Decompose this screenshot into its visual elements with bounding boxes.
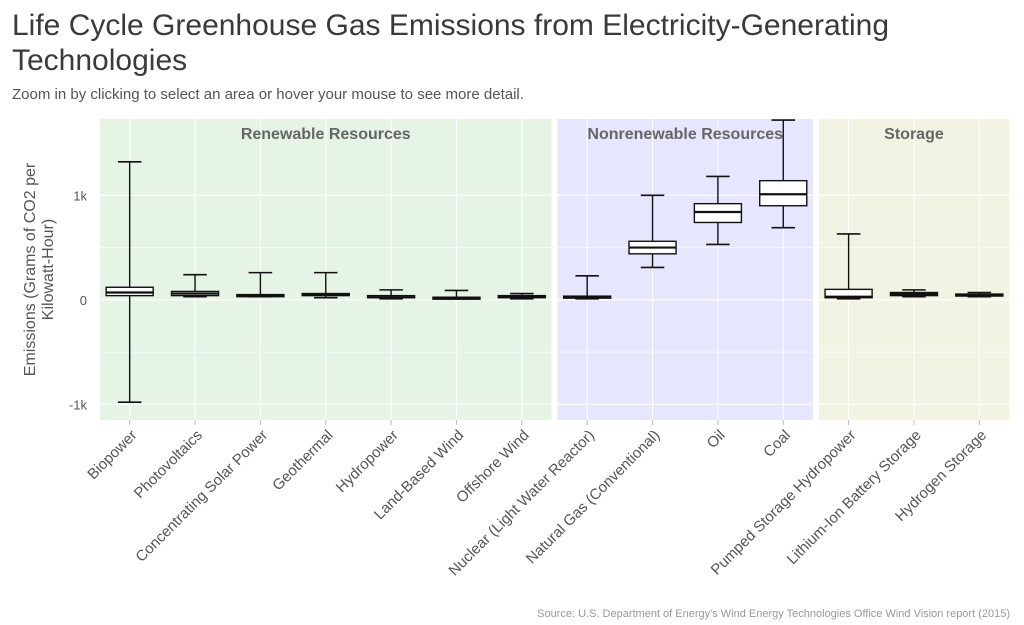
y-axis-title: Kilowatt-Hour)	[40, 219, 57, 320]
x-tick-label: Lithium-Ion Battery Storage	[784, 427, 925, 568]
chart-title: Life Cycle Greenhouse Gas Emissions from…	[12, 9, 890, 77]
y-tick-label: -1k	[69, 397, 88, 412]
x-tick-label: Hydropower	[333, 427, 402, 496]
chart-subtitle: Zoom in by clicking to select an area or…	[12, 86, 524, 103]
source-note: Source: U.S. Department of Energy's Wind…	[537, 608, 1010, 620]
x-tick-label: Oil	[704, 427, 729, 452]
y-tick-label: 0	[80, 293, 87, 308]
panel-label: Nonrenewable Resources	[587, 126, 783, 143]
y-tick-label: 1k	[73, 188, 87, 203]
y-axis-title: Emissions (Grams of CO2 per	[22, 162, 39, 376]
x-tick-label: Geothermal	[269, 427, 336, 494]
x-tick-label: Concentrating Solar Power	[132, 427, 271, 566]
x-tick-label: Biopower	[84, 427, 140, 483]
x-tick-label: Natural Gas (Conventional)	[523, 427, 664, 568]
x-tick-label: Coal	[760, 427, 794, 461]
panel-label: Renewable Resources	[241, 126, 411, 143]
panel-label: Storage	[884, 126, 944, 143]
panel-nonrenewable-resources	[557, 119, 813, 420]
